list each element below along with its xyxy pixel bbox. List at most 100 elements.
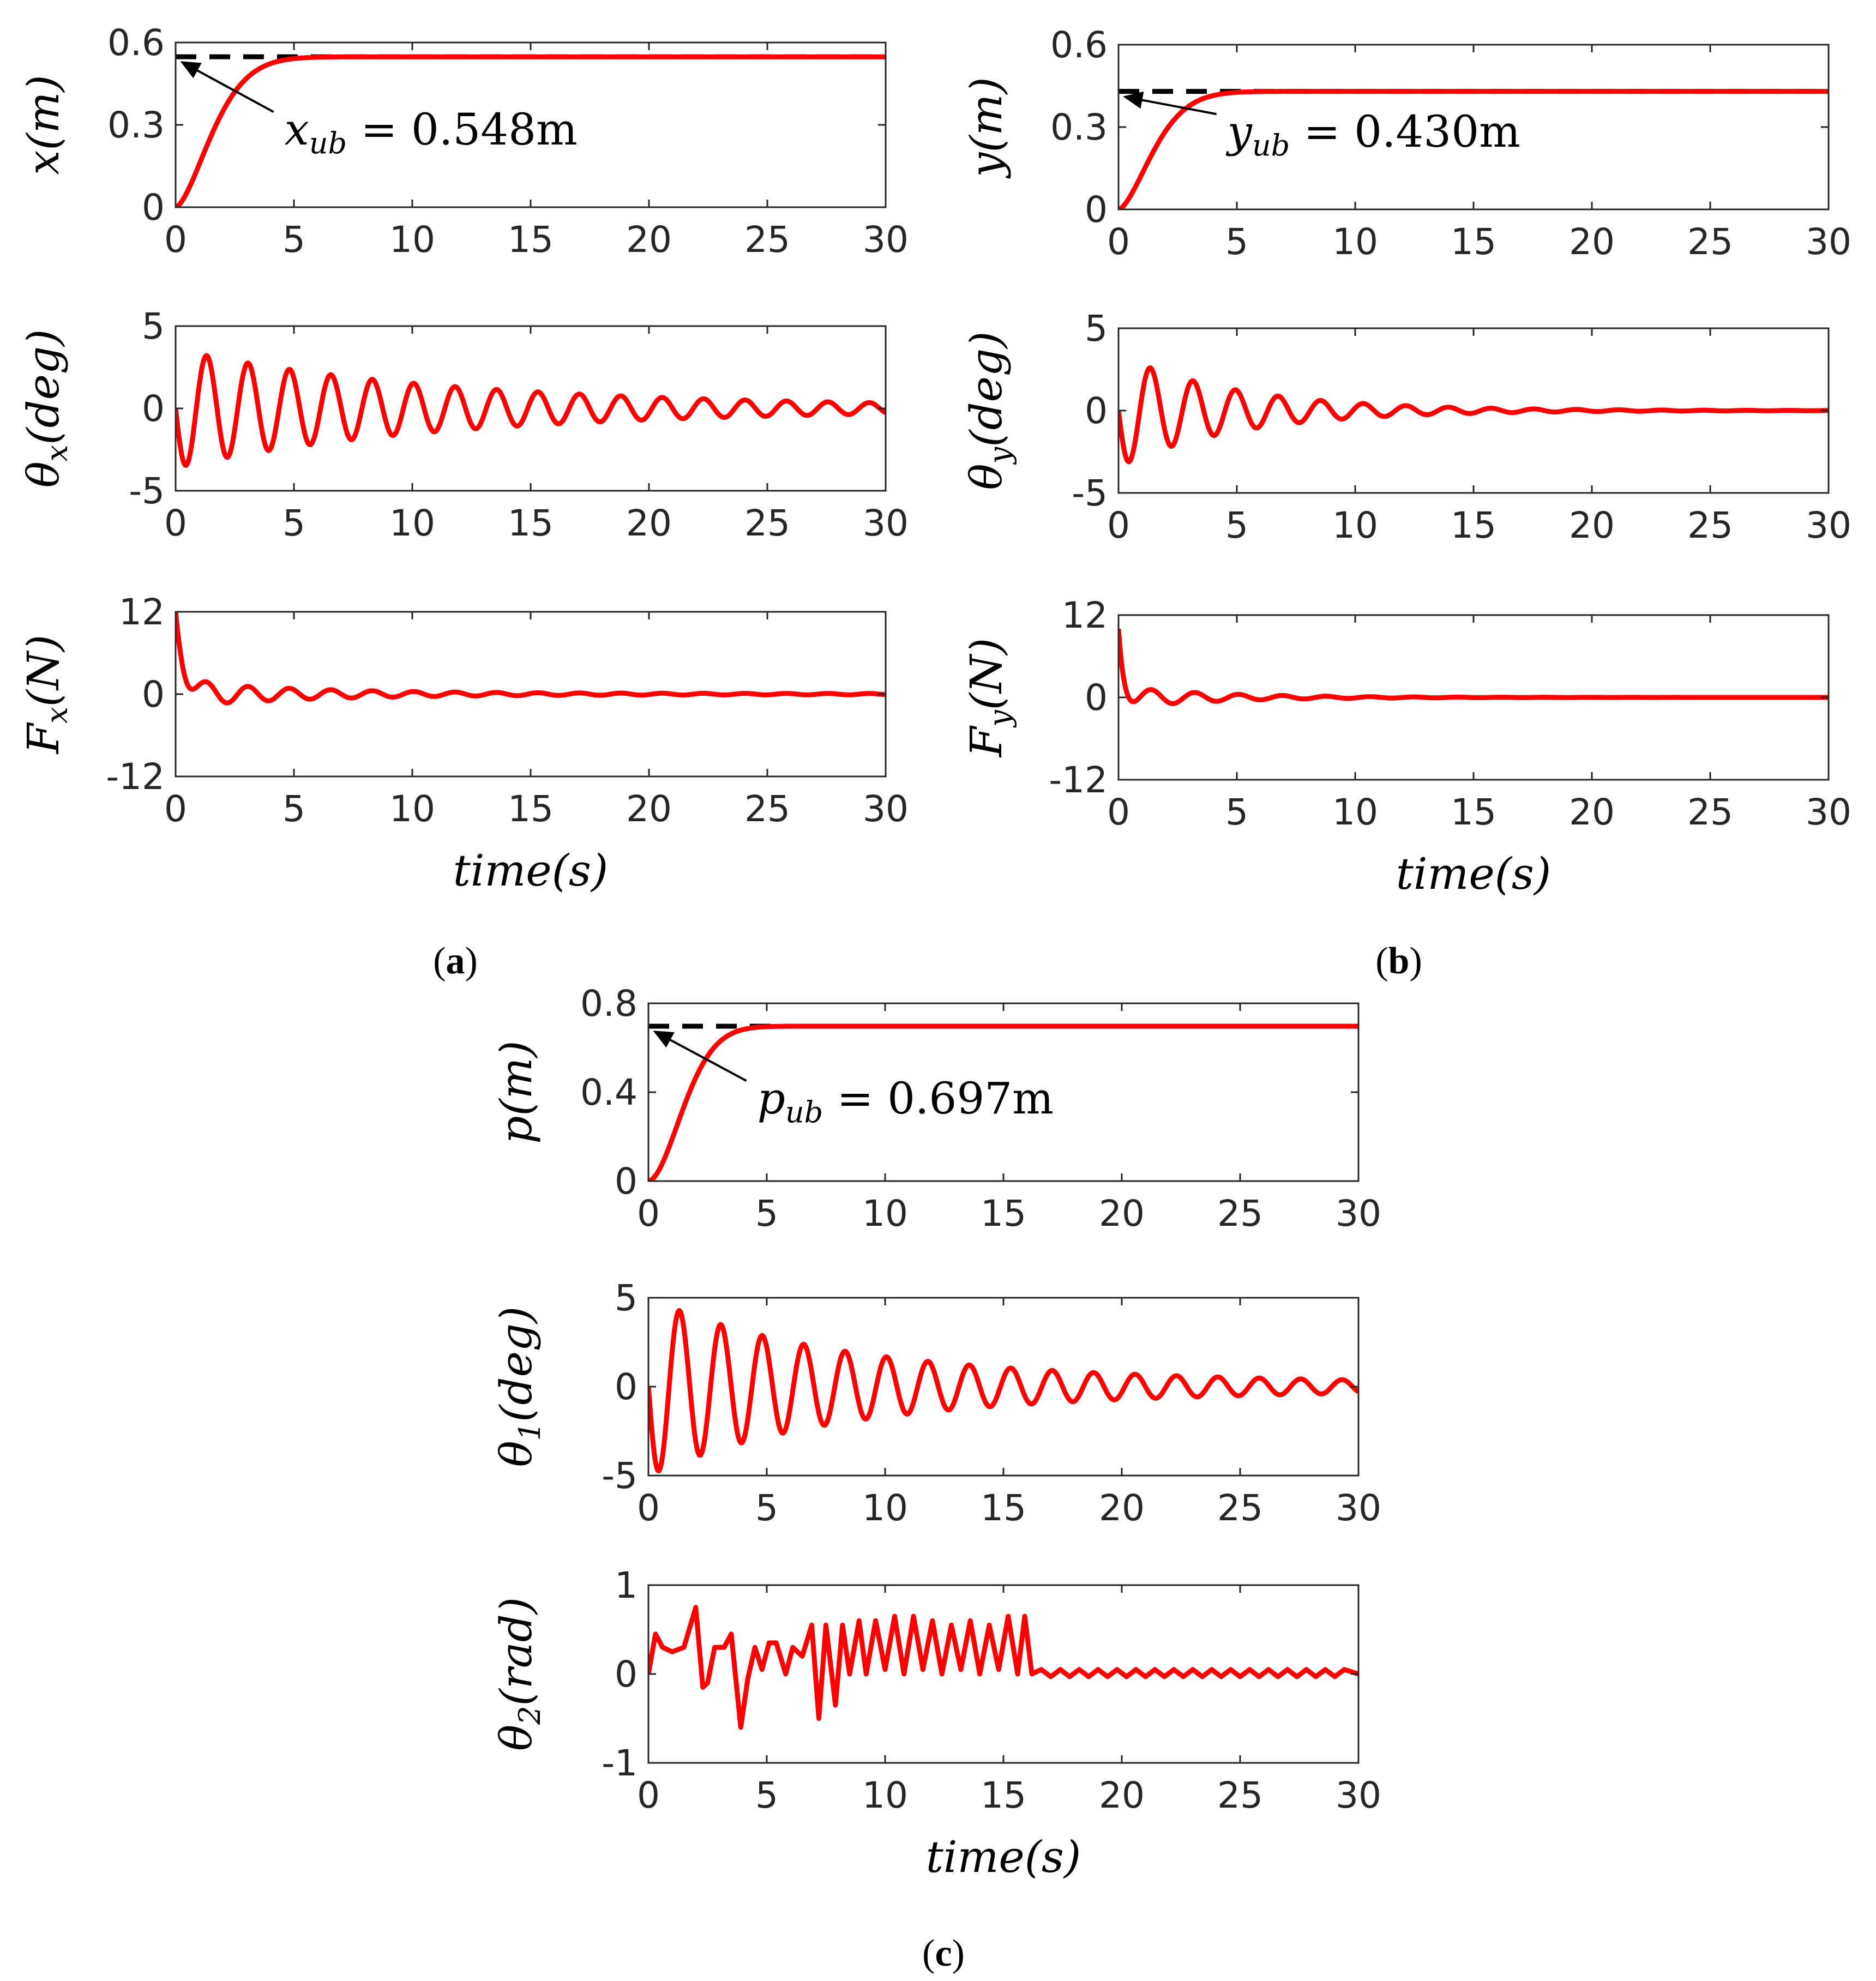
y-axis-label-8: θ2(rad)	[491, 1597, 547, 1751]
y-tick-label: -12	[106, 756, 165, 798]
annotation-base: p	[757, 1073, 785, 1124]
x-tick-label: 15	[508, 219, 554, 261]
y-tick-label: 12	[1062, 594, 1108, 636]
y-axis-label-sub: y	[983, 446, 1017, 465]
x-tick-label: 0	[164, 219, 187, 261]
y-axis-label-unit: (N)	[961, 638, 1012, 710]
annotation-value: = 0.548m	[347, 104, 578, 155]
x-tick-label: 30	[863, 219, 909, 261]
y-tick-label: 5	[615, 1277, 638, 1319]
caption-letter: a	[446, 940, 465, 982]
x-tick-label: 0	[164, 502, 187, 544]
series-line-y	[1119, 89, 1829, 209]
y-tick-label: 0	[1085, 677, 1108, 719]
x-tick-label: 5	[1225, 791, 1248, 833]
x-tick-label: 25	[1217, 1487, 1263, 1529]
x-tick-label: 15	[1451, 221, 1496, 263]
annotation-label: xub = 0.548m	[285, 104, 578, 160]
y-tick-label: 0	[142, 388, 165, 430]
annotation-label: pub = 0.697m	[757, 1073, 1054, 1129]
y-axis-label-unit: (deg)	[961, 332, 1012, 447]
y-axis-label-sub: x	[40, 707, 74, 723]
x-tick-label: 10	[862, 1487, 908, 1529]
x-tick-label: 5	[282, 502, 305, 544]
x-tick-label: 25	[1217, 1193, 1263, 1235]
caption-letter: b	[1388, 940, 1410, 982]
caption-open: (	[922, 1932, 935, 1974]
y-axis-label-6: p(m)	[491, 1040, 542, 1144]
annotation-sub: ub	[309, 126, 347, 160]
caption-open: (	[1375, 940, 1388, 982]
y-axis-label-base: F	[961, 725, 1012, 758]
x-tick-label: 25	[744, 219, 790, 261]
y-axis-label-unit: (deg)	[491, 1306, 542, 1422]
y-axis-label-0: x(m)	[18, 75, 69, 174]
x-tick-label: 5	[1225, 504, 1248, 546]
series-line-theta_1	[648, 1308, 1358, 1473]
x-tick-label: 0	[637, 1487, 660, 1529]
x-tick-label: 20	[1099, 1487, 1145, 1529]
x-tick-label: 0	[1107, 791, 1130, 833]
y-tick-label: 5	[1085, 308, 1108, 350]
y-axis-label-2: Fx(N)	[18, 635, 74, 755]
x-tick-label: 25	[1687, 504, 1733, 546]
x-tick-label: 25	[1687, 791, 1733, 833]
x-tick-label: 20	[1569, 504, 1615, 546]
x-tick-label: 30	[1806, 791, 1851, 833]
y-tick-label: -12	[1049, 759, 1108, 801]
x-tick-label: 15	[508, 502, 554, 544]
series-line-theta_x	[176, 353, 886, 468]
y-tick-label: 1	[615, 1564, 638, 1606]
y-axis-label-unit: (m)	[18, 75, 69, 150]
annotation-value: = 0.697m	[823, 1073, 1054, 1124]
panel-caption-a: (a)	[433, 940, 478, 982]
annotation-label: yub = 0.430m	[1226, 106, 1520, 162]
y-tick-label: -5	[602, 1455, 638, 1497]
x-tick-label: 30	[1806, 504, 1851, 546]
x-tick-label: 25	[744, 788, 790, 830]
annotation-arrow	[653, 1031, 747, 1082]
y-tick-label: 0.6	[107, 22, 165, 64]
x-tick-label: 20	[1569, 221, 1615, 263]
series-line-theta_y	[1119, 365, 1829, 465]
y-tick-label: 0.6	[1050, 24, 1108, 66]
x-tick-label: 10	[862, 1774, 908, 1816]
y-axis-label-unit: (rad)	[491, 1597, 542, 1706]
annotation-sub: ub	[785, 1095, 823, 1129]
annotation-value: = 0.430m	[1290, 106, 1520, 157]
x-tick-label: 0	[1107, 221, 1130, 263]
x-tick-label: 15	[1451, 504, 1496, 546]
x-tick-label: 5	[755, 1774, 778, 1816]
series-line-F_x	[176, 612, 886, 706]
y-axis-label-sub: 2	[513, 1706, 547, 1725]
x-tick-label: 5	[755, 1193, 778, 1235]
x-axis-label: time(s)	[1396, 848, 1551, 899]
x-tick-label: 25	[744, 502, 790, 544]
panel-caption-b: (b)	[1375, 940, 1422, 982]
x-tick-label: 30	[1806, 221, 1851, 263]
annotation-arrow	[1123, 91, 1217, 116]
y-tick-label: 0.3	[1050, 106, 1108, 148]
x-tick-label: 20	[626, 502, 672, 544]
x-tick-label: 0	[164, 788, 187, 830]
y-axis-label-base: y	[961, 152, 1012, 179]
x-tick-label: 10	[1332, 504, 1378, 546]
y-axis-label-unit: (deg)	[18, 329, 69, 445]
x-tick-label: 10	[862, 1193, 908, 1235]
series-line-F_y	[1119, 628, 1829, 706]
y-tick-label: 0	[1085, 189, 1108, 231]
annotation-base: x	[285, 104, 309, 155]
x-tick-label: 30	[1336, 1774, 1381, 1816]
y-tick-label: 0.3	[107, 104, 165, 146]
y-tick-label: 0	[615, 1160, 638, 1202]
x-axis-label: time(s)	[926, 1832, 1081, 1882]
y-tick-label: 0	[1085, 390, 1108, 432]
x-tick-label: 15	[981, 1487, 1026, 1529]
x-tick-label: 5	[755, 1487, 778, 1529]
